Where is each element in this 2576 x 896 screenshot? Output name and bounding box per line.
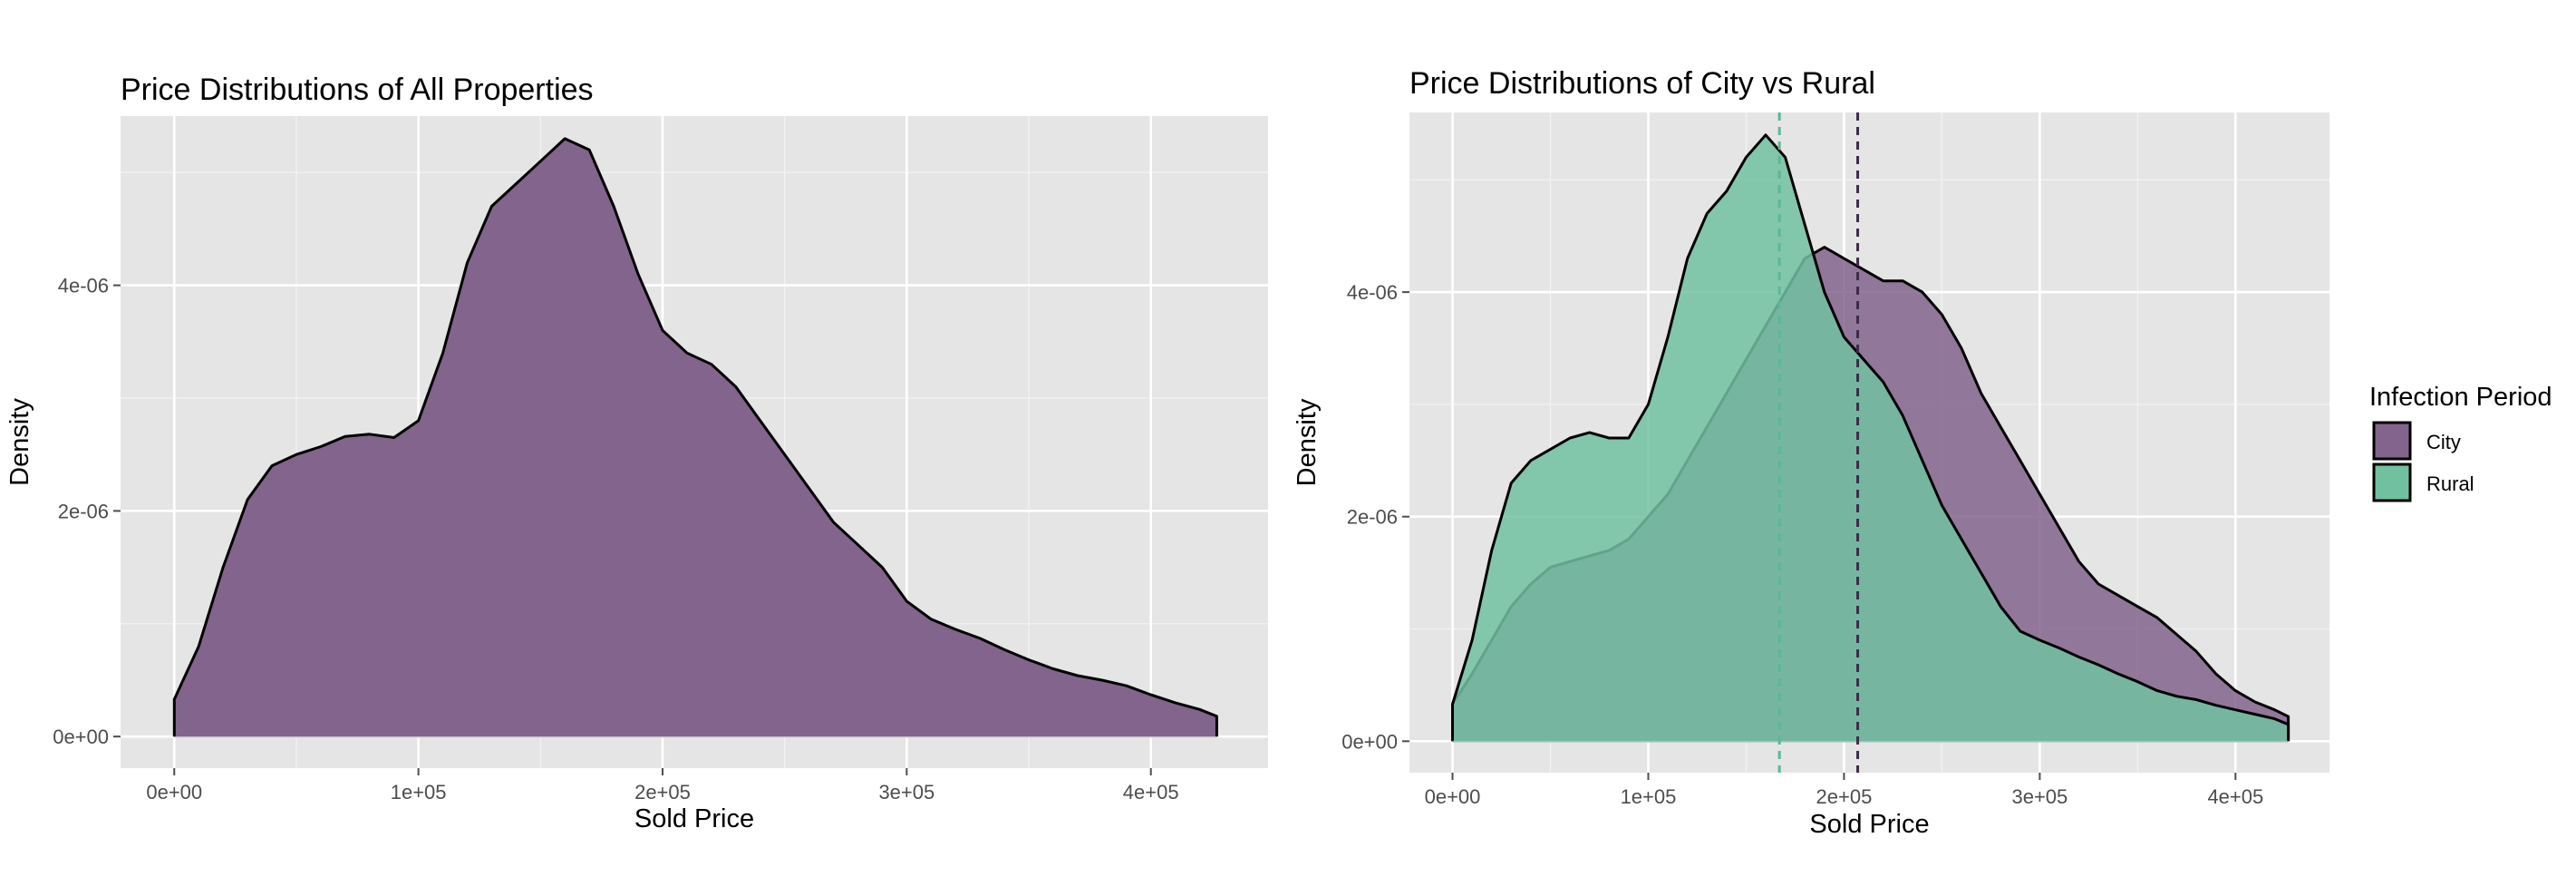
legend-label-rural: Rural <box>2426 472 2474 495</box>
x-tick-label: 2e+05 <box>1816 785 1873 808</box>
chart-title: Price Distributions of All Properties <box>121 73 594 107</box>
panel-1: 0e+00 1e+05 2e+05 3e+05 4e+05 0e+00 2e-06 4e-06… <box>5 73 1268 833</box>
x-tick-label: 3e+05 <box>2011 785 2068 808</box>
x-axis-title: Sold Price <box>1809 810 1929 839</box>
legend-key-rural <box>2372 463 2412 502</box>
legend: Infection Period City Rural <box>2369 383 2552 502</box>
y-tick-label: 0e+00 <box>53 726 109 748</box>
y-tick-label: 2e-06 <box>1347 506 1398 529</box>
density-area-rural <box>1452 134 2289 742</box>
legend-title: Infection Period <box>2369 383 2552 412</box>
y-tick-label: 4e-06 <box>58 275 109 297</box>
density-outline-rural <box>1451 133 2290 742</box>
density-outline-all <box>172 137 1218 737</box>
y-tick-label: 0e+00 <box>1341 730 1398 753</box>
x-tick-label: 3e+05 <box>878 781 935 803</box>
y-axis-title: Density <box>1293 398 1322 486</box>
x-axis-title: Sold Price <box>634 804 754 833</box>
x-tick-label: 0e+00 <box>1425 785 1481 808</box>
legend-key-city <box>2372 421 2412 461</box>
panel-2: 0e+00 1e+05 2e+05 3e+05 4e+05 0e+00 2e-06 4e-06… <box>1293 66 2552 839</box>
y-axis-title: Density <box>5 398 34 486</box>
x-tick-label: 0e+00 <box>146 781 202 803</box>
y-tick-label: 2e-06 <box>58 500 109 522</box>
x-tick-label: 1e+05 <box>391 781 447 803</box>
x-tick-label: 1e+05 <box>1621 785 1677 808</box>
chart-title: Price Distributions of City vs Rural <box>1409 66 1875 101</box>
y-tick-label: 4e-06 <box>1347 281 1398 304</box>
legend-label-city: City <box>2426 431 2461 453</box>
x-tick-label: 4e+05 <box>1123 781 1179 803</box>
density-area-all <box>174 138 1217 737</box>
x-tick-label: 2e+05 <box>634 781 691 803</box>
x-tick-label: 4e+05 <box>2207 785 2263 808</box>
